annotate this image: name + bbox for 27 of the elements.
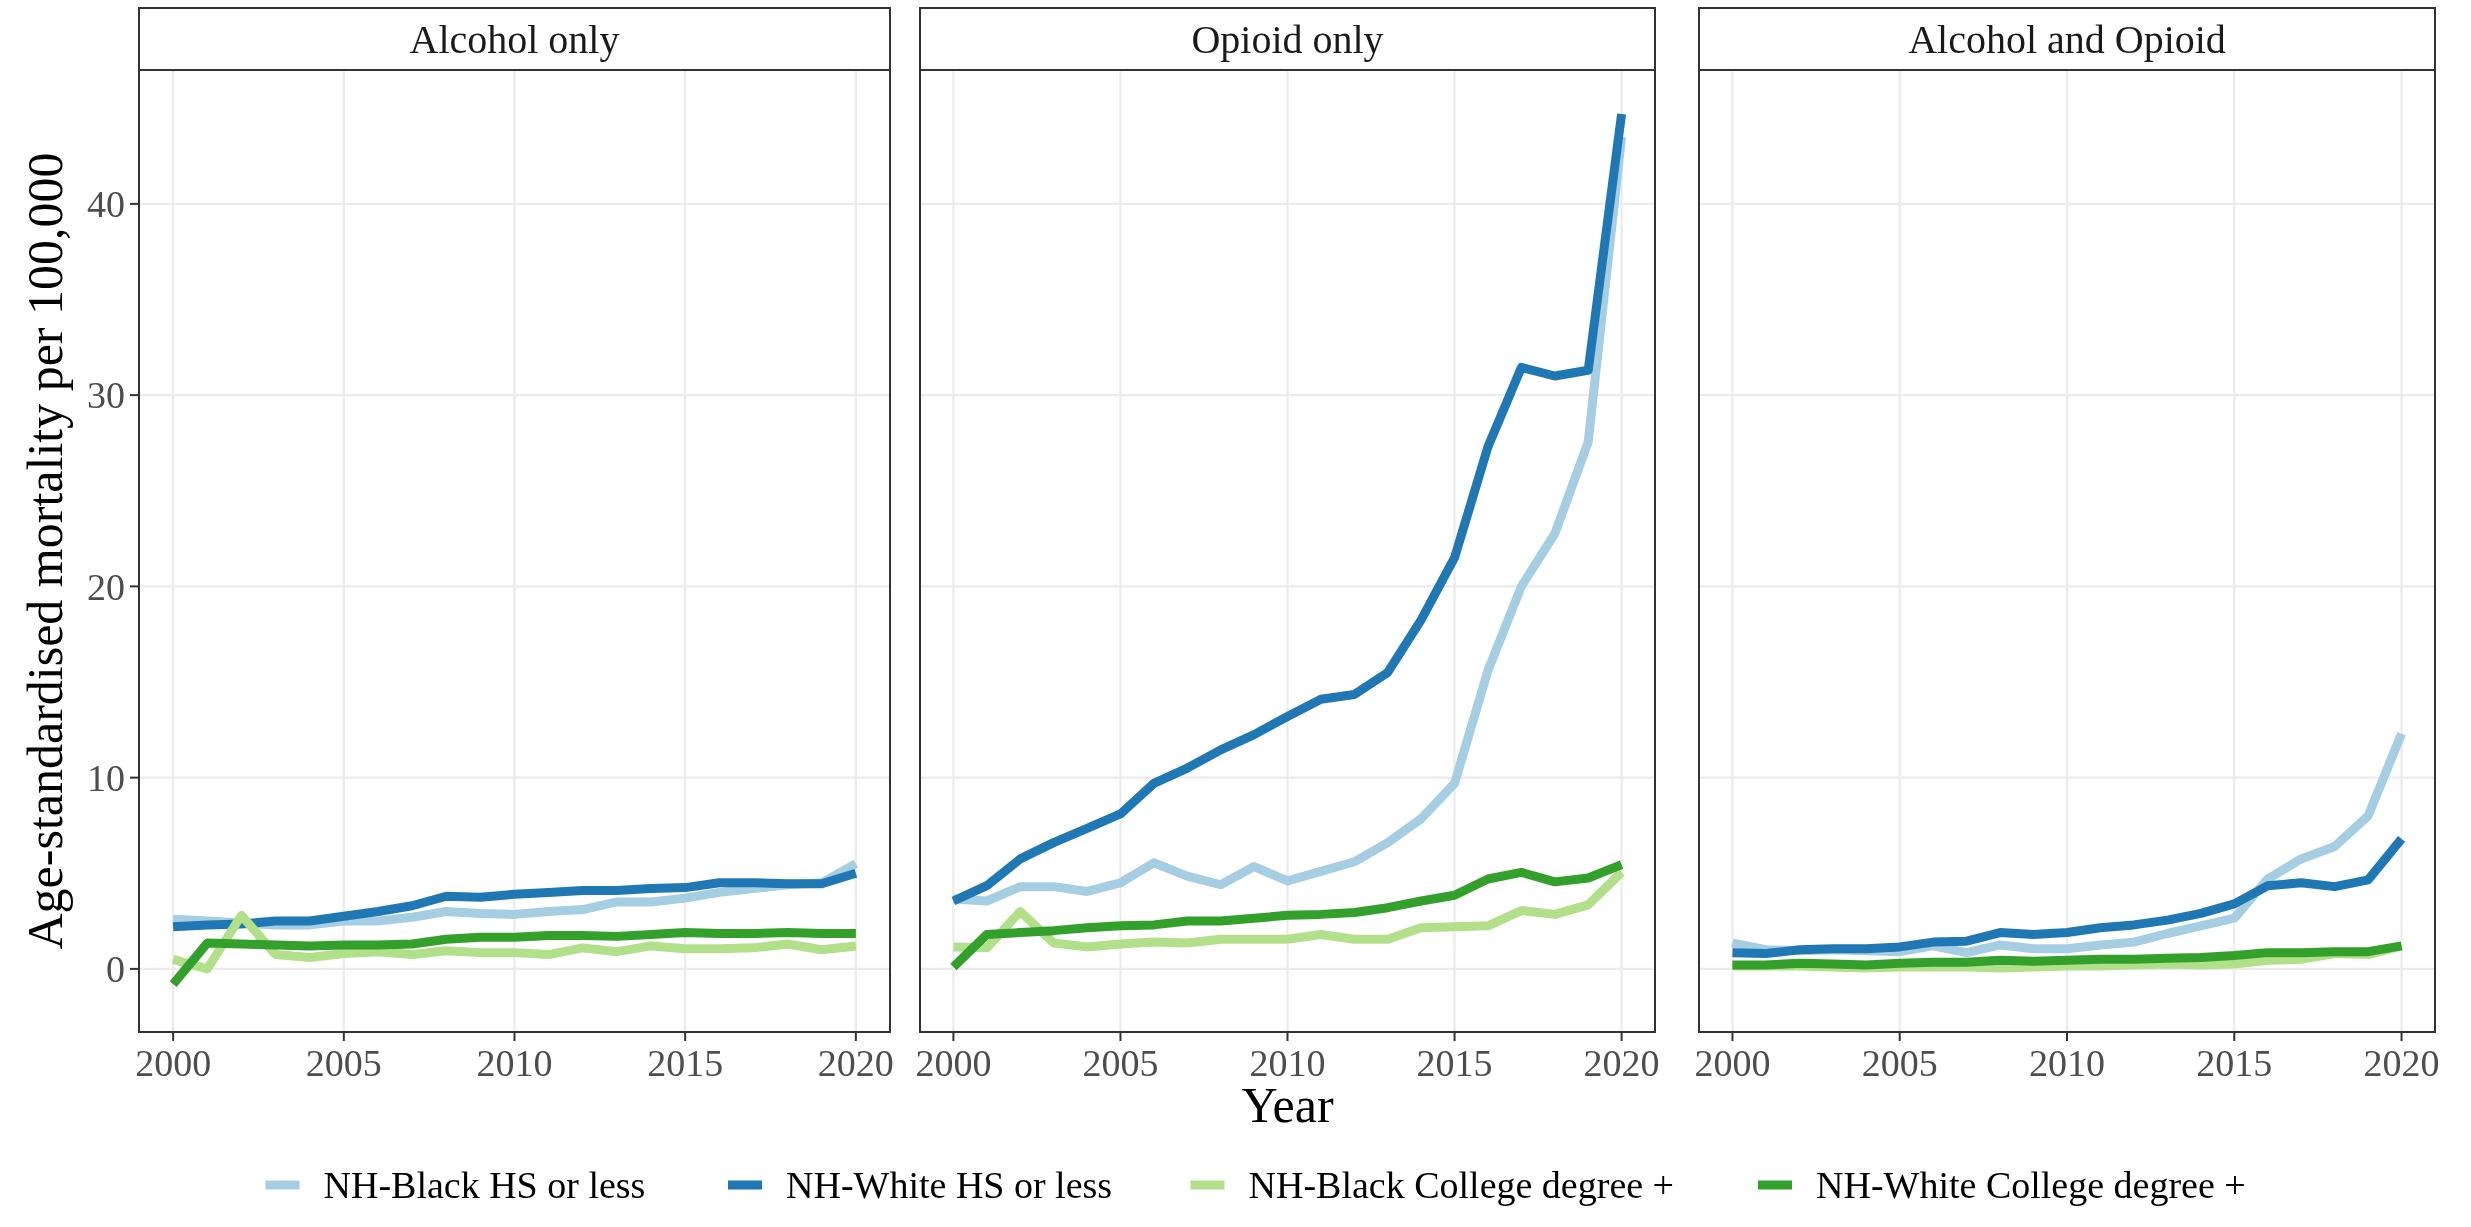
x-tick-label: 2015: [2196, 1042, 2273, 1084]
y-axis-title: Age-standardised mortality per 100,000: [17, 152, 73, 950]
x-tick-label: 2000: [1694, 1042, 1771, 1084]
x-tick-label: 2005: [1861, 1042, 1938, 1084]
y-tick-label: 30: [87, 374, 125, 417]
y-tick-label: 40: [87, 183, 125, 226]
x-tick-label: 2005: [1082, 1042, 1159, 1084]
y-tick-label: 20: [87, 565, 125, 608]
chart-title: Alcohol and Opioid: [1908, 17, 2226, 62]
x-tick-label: 2000: [915, 1042, 992, 1084]
y-tick-label: 10: [87, 756, 125, 799]
chart-title: Alcohol only: [409, 17, 620, 62]
x-tick-label: 2000: [135, 1042, 212, 1084]
legend-label: NH-White College degree +: [1816, 1164, 2246, 1207]
legend-label: NH-White HS or less: [786, 1164, 1113, 1207]
legend-label: NH-Black HS or less: [323, 1164, 646, 1207]
x-tick-label: 2020: [1583, 1042, 1660, 1084]
legend-label: NH-Black College degree +: [1248, 1164, 1675, 1207]
x-tick-label: 2005: [305, 1042, 382, 1084]
x-tick-label: 2010: [2029, 1042, 2105, 1084]
x-tick-label: 2015: [1416, 1042, 1493, 1084]
x-tick-label: 2020: [2363, 1042, 2440, 1084]
x-tick-label: 2020: [817, 1042, 894, 1084]
chart-title: Opioid only: [1191, 17, 1384, 62]
x-tick-label: 2010: [476, 1042, 553, 1084]
y-tick-label: 0: [106, 948, 125, 991]
x-tick-label: 2015: [647, 1042, 724, 1084]
